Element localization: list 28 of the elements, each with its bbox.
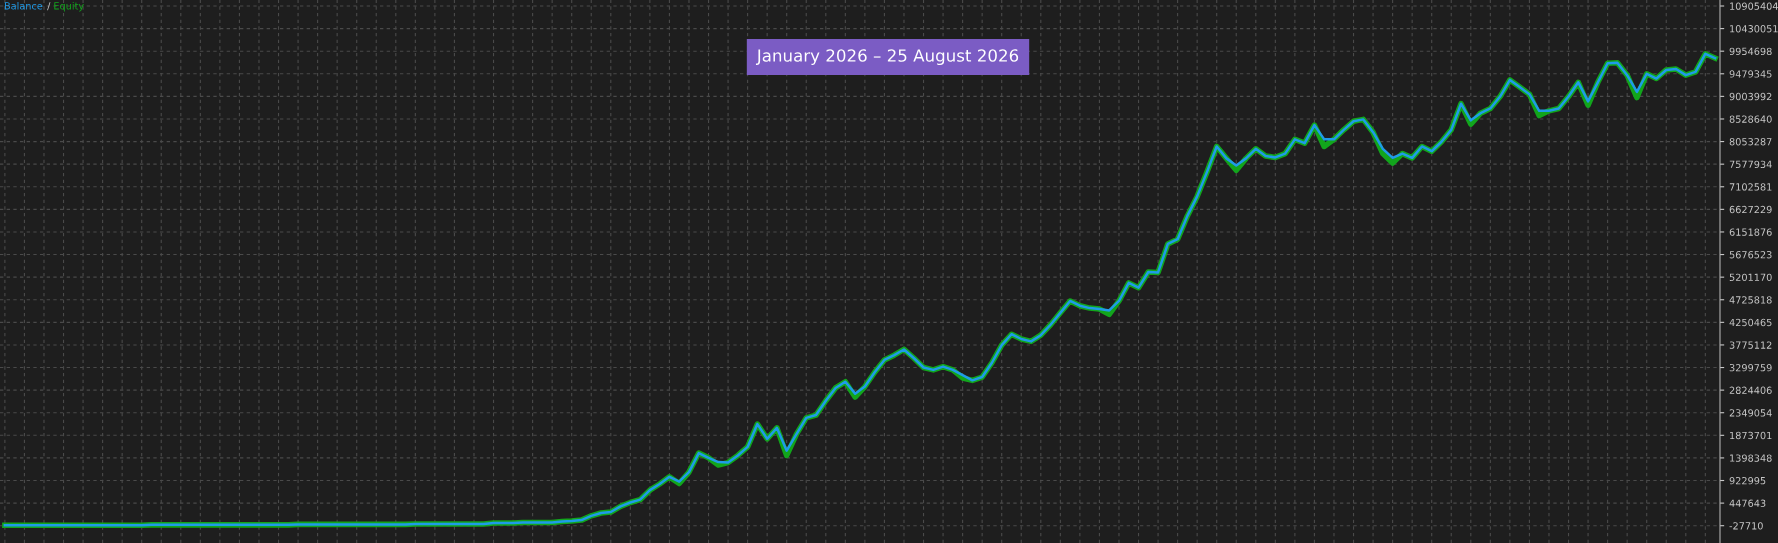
- y-tick-label: 10430051: [1730, 25, 1778, 33]
- y-tick-label: 4725818: [1729, 296, 1772, 304]
- y-tick-label: 2824406: [1729, 386, 1772, 394]
- annotation: January 2026 – 25 August 2026: [755, 49, 1019, 66]
- y-tick-label: 8528640: [1729, 115, 1772, 123]
- annotation: /: [47, 2, 51, 11]
- y-tick-label: 9003992: [1729, 92, 1772, 101]
- y-tick-label: 6151876: [1729, 228, 1772, 236]
- y-tick-label: 447643: [1729, 499, 1766, 507]
- y-tick-label: -27710: [1729, 522, 1763, 530]
- text: Balance: [4, 2, 43, 10]
- y-tick-label: 7577934: [1729, 160, 1772, 168]
- y-tick-label: 7102581: [1729, 183, 1772, 191]
- y-tick-label: 922995: [1729, 476, 1766, 485]
- y-tick-label: 9954698: [1729, 47, 1772, 56]
- y-tick-label: 9479345: [1729, 70, 1772, 78]
- y-tick-label: 5201170: [1729, 273, 1772, 281]
- y-tick-label: 8053287: [1729, 138, 1772, 146]
- y-tick-label: 2349054: [1729, 409, 1772, 417]
- y-tick-label: 5676523: [1729, 251, 1772, 259]
- y-tick-label: 1398348: [1730, 454, 1772, 462]
- y-tick-label: 4250465: [1729, 318, 1772, 327]
- y-tick-label: 3299759: [1729, 364, 1772, 372]
- y-tick-label: 3775112: [1729, 341, 1772, 349]
- y-tick-label: 6627229: [1729, 205, 1772, 214]
- y-tick-label: 10905404: [1730, 2, 1778, 10]
- text: Equity: [54, 2, 84, 12]
- y-tick-label: 1873701: [1730, 431, 1772, 440]
